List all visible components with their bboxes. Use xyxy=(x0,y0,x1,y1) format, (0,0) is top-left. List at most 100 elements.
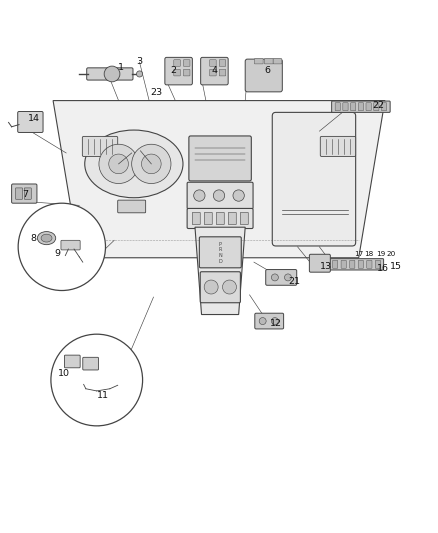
Text: 21: 21 xyxy=(288,277,300,286)
Ellipse shape xyxy=(41,234,52,242)
Circle shape xyxy=(109,154,128,174)
FancyBboxPatch shape xyxy=(87,68,133,80)
Circle shape xyxy=(272,274,279,281)
FancyBboxPatch shape xyxy=(192,212,200,224)
FancyBboxPatch shape xyxy=(187,208,253,229)
FancyBboxPatch shape xyxy=(266,270,297,285)
Text: 12: 12 xyxy=(270,319,282,328)
Circle shape xyxy=(259,318,266,325)
FancyBboxPatch shape xyxy=(189,136,251,181)
FancyBboxPatch shape xyxy=(272,112,356,246)
FancyBboxPatch shape xyxy=(335,103,340,111)
FancyBboxPatch shape xyxy=(216,212,224,224)
Text: 18: 18 xyxy=(364,251,373,257)
FancyBboxPatch shape xyxy=(332,261,338,268)
Text: 15: 15 xyxy=(390,262,402,271)
FancyBboxPatch shape xyxy=(165,58,192,85)
Text: 22: 22 xyxy=(372,101,385,110)
FancyBboxPatch shape xyxy=(367,261,372,268)
FancyBboxPatch shape xyxy=(201,58,228,85)
FancyBboxPatch shape xyxy=(254,59,263,64)
Polygon shape xyxy=(53,101,385,258)
FancyBboxPatch shape xyxy=(273,59,282,64)
FancyBboxPatch shape xyxy=(184,69,190,76)
Text: 8: 8 xyxy=(30,233,36,243)
Text: 23: 23 xyxy=(151,88,162,97)
Text: 14: 14 xyxy=(28,114,39,123)
Text: 7: 7 xyxy=(22,190,28,199)
Text: 2: 2 xyxy=(170,66,176,75)
Circle shape xyxy=(204,280,218,294)
FancyBboxPatch shape xyxy=(219,60,226,66)
Text: 17: 17 xyxy=(354,251,364,257)
FancyBboxPatch shape xyxy=(184,60,190,66)
FancyBboxPatch shape xyxy=(199,237,241,268)
Ellipse shape xyxy=(37,231,56,245)
FancyBboxPatch shape xyxy=(210,60,216,66)
FancyBboxPatch shape xyxy=(82,136,118,157)
Text: 4: 4 xyxy=(212,66,218,75)
Text: 11: 11 xyxy=(97,391,110,400)
Circle shape xyxy=(51,334,143,426)
Circle shape xyxy=(285,274,291,281)
FancyBboxPatch shape xyxy=(375,261,381,268)
Polygon shape xyxy=(195,227,245,314)
FancyBboxPatch shape xyxy=(200,272,240,303)
FancyBboxPatch shape xyxy=(309,254,330,272)
FancyBboxPatch shape xyxy=(343,103,348,111)
FancyBboxPatch shape xyxy=(320,136,356,157)
Text: R: R xyxy=(219,247,222,253)
Text: 20: 20 xyxy=(387,251,396,257)
FancyBboxPatch shape xyxy=(350,261,355,268)
Text: 6: 6 xyxy=(264,66,270,75)
FancyBboxPatch shape xyxy=(245,59,283,92)
Text: 13: 13 xyxy=(320,262,332,271)
Ellipse shape xyxy=(85,130,183,198)
FancyBboxPatch shape xyxy=(219,69,226,76)
Circle shape xyxy=(104,66,120,82)
Text: 9: 9 xyxy=(54,249,60,258)
Text: 1: 1 xyxy=(118,63,124,72)
FancyBboxPatch shape xyxy=(210,69,216,76)
FancyBboxPatch shape xyxy=(381,103,387,111)
Text: N: N xyxy=(219,253,222,258)
Text: 3: 3 xyxy=(137,57,143,66)
FancyBboxPatch shape xyxy=(332,101,390,112)
FancyBboxPatch shape xyxy=(341,261,346,268)
FancyBboxPatch shape xyxy=(374,103,379,111)
FancyBboxPatch shape xyxy=(174,69,180,76)
Circle shape xyxy=(18,203,106,290)
FancyBboxPatch shape xyxy=(329,259,384,270)
FancyBboxPatch shape xyxy=(240,212,248,224)
FancyBboxPatch shape xyxy=(61,240,80,250)
FancyBboxPatch shape xyxy=(24,188,31,199)
FancyBboxPatch shape xyxy=(174,60,180,66)
FancyBboxPatch shape xyxy=(265,59,273,64)
Circle shape xyxy=(213,190,225,201)
FancyBboxPatch shape xyxy=(205,212,212,224)
Text: P: P xyxy=(219,242,222,247)
Circle shape xyxy=(141,154,161,174)
FancyBboxPatch shape xyxy=(358,261,364,268)
Circle shape xyxy=(132,144,171,183)
Text: 19: 19 xyxy=(376,251,385,257)
FancyBboxPatch shape xyxy=(255,313,284,329)
FancyBboxPatch shape xyxy=(12,184,37,203)
Circle shape xyxy=(99,144,138,183)
Circle shape xyxy=(233,190,244,201)
Text: D: D xyxy=(219,259,222,264)
FancyBboxPatch shape xyxy=(358,103,364,111)
FancyBboxPatch shape xyxy=(118,200,146,213)
FancyBboxPatch shape xyxy=(350,103,356,111)
Circle shape xyxy=(272,318,279,325)
FancyBboxPatch shape xyxy=(64,355,80,368)
Circle shape xyxy=(194,190,205,201)
Circle shape xyxy=(137,71,143,77)
Text: 10: 10 xyxy=(58,369,70,378)
FancyBboxPatch shape xyxy=(228,212,236,224)
FancyBboxPatch shape xyxy=(15,188,22,199)
FancyBboxPatch shape xyxy=(83,357,99,370)
FancyBboxPatch shape xyxy=(366,103,371,111)
Circle shape xyxy=(223,280,237,294)
FancyBboxPatch shape xyxy=(187,182,253,209)
